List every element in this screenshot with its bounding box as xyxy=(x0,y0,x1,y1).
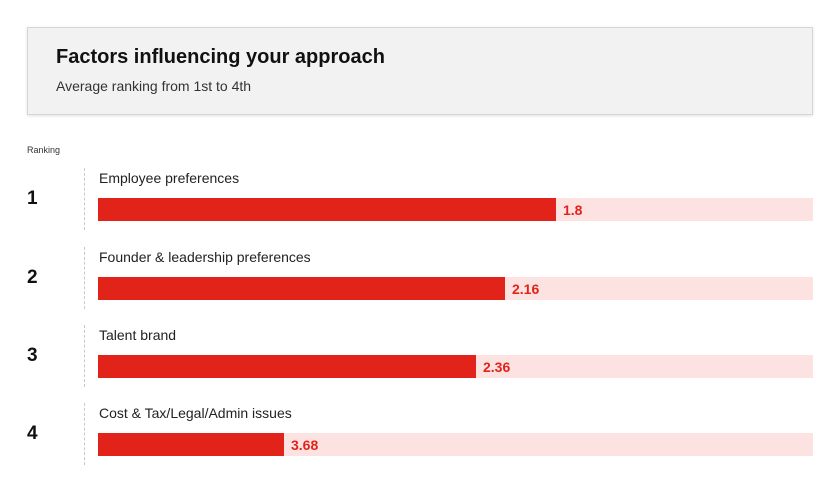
row-divider xyxy=(84,325,85,387)
value-label: 3.68 xyxy=(291,437,319,453)
bar-row: 2 Founder & leadership preferences 2.16 xyxy=(0,247,840,327)
value-label: 2.36 xyxy=(483,359,511,375)
category-label: Cost & Tax/Legal/Admin issues xyxy=(99,405,292,421)
row-divider xyxy=(84,247,85,309)
rank-number: 3 xyxy=(27,345,38,366)
bar-row: 3 Talent brand 2.36 xyxy=(0,325,840,405)
value-label: 2.16 xyxy=(512,281,540,297)
bar xyxy=(98,198,556,221)
rank-number: 4 xyxy=(27,423,38,444)
row-divider xyxy=(84,403,85,465)
category-label: Employee preferences xyxy=(99,170,240,186)
bar xyxy=(98,433,284,456)
chart-subtitle: Average ranking from 1st to 4th xyxy=(56,78,252,94)
rank-number: 2 xyxy=(27,267,38,288)
bar-row: 1 Employee preferences 1.8 xyxy=(0,168,840,248)
bar-row: 4 Cost & Tax/Legal/Admin issues 3.68 xyxy=(0,403,840,483)
row-divider xyxy=(84,168,85,230)
value-label: 1.8 xyxy=(563,202,583,218)
ranking-axis-label: Ranking xyxy=(27,145,61,155)
bar-track xyxy=(98,433,813,456)
bar-track xyxy=(98,198,813,221)
rank-number: 1 xyxy=(27,188,38,209)
bar xyxy=(98,355,476,378)
bar xyxy=(98,277,505,300)
chart-header: Factors influencing your approach Averag… xyxy=(27,27,813,115)
bar-track xyxy=(98,355,813,378)
category-label: Talent brand xyxy=(99,327,177,343)
chart-title: Factors influencing your approach xyxy=(56,46,385,68)
bar-track xyxy=(98,277,813,300)
category-label: Founder & leadership preferences xyxy=(99,249,311,265)
